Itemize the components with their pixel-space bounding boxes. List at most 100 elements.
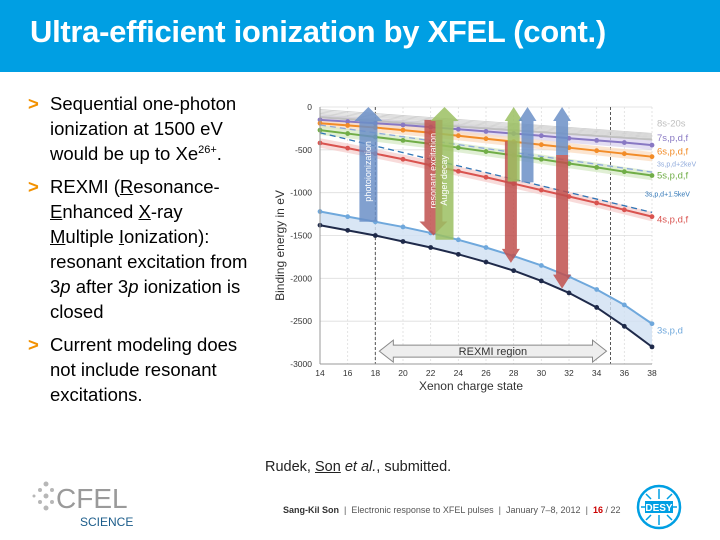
italic-text: p [60, 276, 71, 297]
bullet-text: ultiple [65, 226, 119, 247]
desy-logo: DESY [636, 484, 682, 530]
bullet-text: Sequential one-photon ionization at 1500… [50, 93, 237, 164]
bullet-text: nhanced [62, 201, 139, 222]
series-label: 3s,p,d+1.5keV [645, 192, 690, 199]
footer: Sang-Kil Son | Electronic response to XF… [283, 505, 620, 515]
bullet-marker: > [28, 176, 39, 197]
data-point [621, 169, 627, 175]
data-point [455, 237, 461, 243]
data-point [621, 323, 627, 329]
x-tick-label: 36 [620, 368, 630, 378]
bullet-text: after 3 [70, 276, 129, 297]
shell-band [320, 211, 652, 347]
transition-arrow [354, 107, 383, 222]
data-point [538, 263, 544, 268]
data-point [594, 138, 600, 143]
data-point [483, 129, 489, 134]
data-point [345, 227, 351, 233]
bullet-text: ionization is closed [50, 276, 241, 322]
data-point [621, 140, 627, 145]
rexmi-region-arrow [378, 339, 608, 364]
cfel-logo-text: CFEL [56, 483, 128, 514]
arrow-label: photoionization [363, 141, 373, 202]
x-axis-title: Xenon charge state [419, 379, 523, 393]
series-label: 3s,p,d+2keV [657, 162, 696, 169]
data-point [400, 122, 406, 128]
citation: Rudek, Son et al., submitted. [265, 459, 451, 475]
data-point [483, 174, 489, 180]
data-point [594, 200, 600, 206]
bullet-text: onization): resonant excitation from 3 [50, 226, 248, 297]
series-label: 3s,p,d [657, 326, 683, 337]
data-point [621, 302, 627, 308]
data-point [594, 287, 600, 292]
x-tick-label: 38 [647, 368, 657, 378]
series-label: 7s,p,d,f [657, 133, 689, 144]
data-point [483, 245, 489, 250]
data-point [649, 344, 655, 350]
data-point [649, 214, 655, 220]
desy-logo-text: DESY [645, 503, 673, 514]
x-tick-label: 24 [454, 368, 464, 378]
series-label: 5s,p,d,f [657, 171, 689, 182]
footer-sep: | [344, 505, 347, 515]
data-point [400, 138, 406, 143]
cfel-logo: CFEL SCIENCE [32, 481, 133, 529]
data-point [511, 268, 517, 274]
data-point [483, 149, 489, 154]
data-point [400, 239, 406, 244]
x-tick-label: 20 [398, 368, 408, 378]
data-point [400, 156, 406, 162]
data-point [345, 131, 351, 136]
italic-text: p [128, 276, 139, 297]
rexmi-region-label: REXMI region [459, 346, 527, 358]
series-label: 4s,p,d,f [657, 214, 689, 225]
data-point [538, 133, 544, 139]
chart-region: REXMI region [378, 339, 608, 364]
data-point [455, 133, 461, 139]
data-point [483, 259, 489, 265]
data-point [649, 142, 655, 148]
transition-arrow [504, 107, 523, 182]
bullet-list: > Sequential one-photon ionization at 15… [28, 91, 268, 415]
y-tick-label: -1000 [290, 188, 312, 198]
data-point [594, 148, 600, 154]
footer-total: / 22 [605, 505, 621, 515]
slide-title: Ultra-efficient ionization by XFEL (cont… [30, 14, 606, 49]
bullet-item: > Current modeling does not include reso… [28, 332, 268, 407]
acronym-letter: X [138, 201, 151, 222]
x-tick-label: 18 [371, 368, 381, 378]
acronym-letter: I [118, 226, 125, 247]
footer-talk: Electronic response to XFEL pulses [351, 505, 494, 515]
footer-sep: | [585, 505, 588, 515]
x-tick-label: 26 [481, 368, 491, 378]
y-axis-title: Binding energy in eV [273, 190, 287, 301]
data-point [428, 245, 434, 250]
transition-arrow [430, 107, 459, 240]
data-point [538, 278, 544, 284]
series-line [319, 132, 653, 214]
arrow-label: resonant excitation [428, 133, 438, 209]
data-point [621, 151, 627, 157]
data-point [594, 164, 600, 170]
data-point [649, 173, 655, 178]
citation-author: Son [314, 459, 341, 475]
arrow-label: Auger decay [439, 155, 449, 206]
chart-arrows: photoionization resonant excitation Auger … [354, 107, 572, 289]
bullet-text: -ray [150, 201, 183, 222]
binding-energy-chart: 8s-20s 7s,p,d,f 6s,p,d,f 3s,p,d+2keV 5s,p,d,… [273, 102, 696, 393]
x-tick-label: 16 [343, 368, 353, 378]
bullet-text: . [216, 143, 222, 164]
bullet-marker: > [28, 93, 39, 114]
y-tick-label: -2000 [290, 273, 312, 283]
x-tick-label: 22 [426, 368, 436, 378]
footer-sep: | [498, 505, 501, 515]
data-point [455, 145, 461, 151]
data-point [372, 233, 378, 238]
series-label: 6s,p,d,f [657, 147, 689, 158]
transition-arrow [553, 154, 572, 289]
data-point [566, 290, 572, 296]
data-point [621, 207, 627, 213]
acronym-letter: M [50, 226, 66, 247]
